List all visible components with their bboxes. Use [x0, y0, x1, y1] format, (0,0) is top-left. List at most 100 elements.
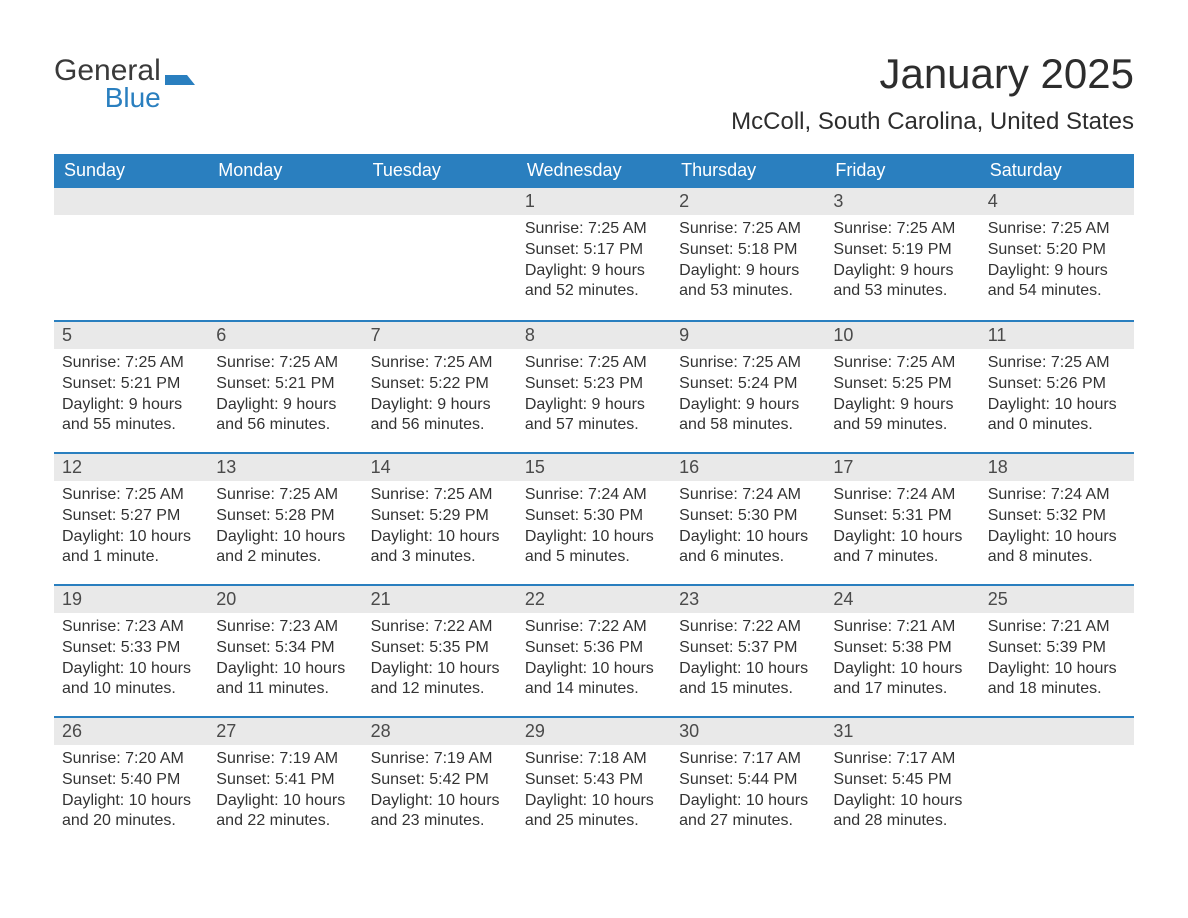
weekday-header: Monday	[208, 154, 362, 188]
calendar-week-row: ...1Sunrise: 7:25 AMSunset: 5:17 PMDayli…	[54, 188, 1134, 320]
calendar-day-cell: 10Sunrise: 7:25 AMSunset: 5:25 PMDayligh…	[825, 322, 979, 452]
day-number: 21	[363, 586, 517, 613]
sunrise-line: Sunrise: 7:25 AM	[833, 353, 971, 374]
sunset-line: Sunset: 5:37 PM	[679, 638, 817, 659]
daylight-line-1: Daylight: 9 hours	[679, 395, 817, 416]
calendar-week-row: 19Sunrise: 7:23 AMSunset: 5:33 PMDayligh…	[54, 584, 1134, 716]
sunset-line: Sunset: 5:25 PM	[833, 374, 971, 395]
sunset-line: Sunset: 5:33 PM	[62, 638, 200, 659]
sunrise-line: Sunrise: 7:25 AM	[525, 219, 663, 240]
sunrise-line: Sunrise: 7:21 AM	[833, 617, 971, 638]
calendar-day-empty: .	[980, 718, 1134, 848]
daylight-line-2: and 55 minutes.	[62, 415, 200, 436]
daylight-line-1: Daylight: 10 hours	[679, 659, 817, 680]
daylight-line-1: Daylight: 10 hours	[62, 791, 200, 812]
sunrise-line: Sunrise: 7:24 AM	[988, 485, 1126, 506]
daylight-line-2: and 58 minutes.	[679, 415, 817, 436]
daylight-line-2: and 12 minutes.	[371, 679, 509, 700]
calendar-day-cell: 1Sunrise: 7:25 AMSunset: 5:17 PMDaylight…	[517, 188, 671, 320]
weekday-header: Tuesday	[363, 154, 517, 188]
location-subtitle: McColl, South Carolina, United States	[731, 108, 1134, 136]
sunset-line: Sunset: 5:30 PM	[679, 506, 817, 527]
daylight-line-2: and 20 minutes.	[62, 811, 200, 832]
sunset-line: Sunset: 5:38 PM	[833, 638, 971, 659]
daylight-line-2: and 52 minutes.	[525, 281, 663, 302]
day-number: 6	[208, 322, 362, 349]
sunset-line: Sunset: 5:41 PM	[216, 770, 354, 791]
calendar-day-empty: .	[363, 188, 517, 320]
daylight-line-2: and 10 minutes.	[62, 679, 200, 700]
sunrise-line: Sunrise: 7:25 AM	[216, 485, 354, 506]
day-number: 30	[671, 718, 825, 745]
sunset-line: Sunset: 5:31 PM	[833, 506, 971, 527]
sunrise-line: Sunrise: 7:19 AM	[371, 749, 509, 770]
calendar-day-empty: .	[208, 188, 362, 320]
day-number-empty: .	[208, 188, 362, 215]
calendar-day-cell: 14Sunrise: 7:25 AMSunset: 5:29 PMDayligh…	[363, 454, 517, 584]
sunset-line: Sunset: 5:20 PM	[988, 240, 1126, 261]
sunrise-line: Sunrise: 7:22 AM	[371, 617, 509, 638]
sunrise-line: Sunrise: 7:25 AM	[216, 353, 354, 374]
sunset-line: Sunset: 5:27 PM	[62, 506, 200, 527]
daylight-line-2: and 23 minutes.	[371, 811, 509, 832]
day-number: 16	[671, 454, 825, 481]
daylight-line-1: Daylight: 10 hours	[216, 659, 354, 680]
sunrise-line: Sunrise: 7:25 AM	[679, 353, 817, 374]
weekday-header-row: Sunday Monday Tuesday Wednesday Thursday…	[54, 154, 1134, 188]
daylight-line-1: Daylight: 10 hours	[833, 791, 971, 812]
sunrise-line: Sunrise: 7:24 AM	[525, 485, 663, 506]
daylight-line-1: Daylight: 10 hours	[525, 659, 663, 680]
day-number: 5	[54, 322, 208, 349]
daylight-line-1: Daylight: 9 hours	[371, 395, 509, 416]
title-block: January 2025 McColl, South Carolina, Uni…	[731, 50, 1134, 136]
day-number-empty: .	[980, 718, 1134, 745]
calendar-day-cell: 23Sunrise: 7:22 AMSunset: 5:37 PMDayligh…	[671, 586, 825, 716]
day-number: 7	[363, 322, 517, 349]
sunrise-line: Sunrise: 7:25 AM	[525, 353, 663, 374]
day-number: 8	[517, 322, 671, 349]
daylight-line-2: and 57 minutes.	[525, 415, 663, 436]
calendar-day-cell: 27Sunrise: 7:19 AMSunset: 5:41 PMDayligh…	[208, 718, 362, 848]
sunset-line: Sunset: 5:36 PM	[525, 638, 663, 659]
sunset-line: Sunset: 5:17 PM	[525, 240, 663, 261]
day-number: 15	[517, 454, 671, 481]
daylight-line-1: Daylight: 9 hours	[62, 395, 200, 416]
daylight-line-2: and 53 minutes.	[833, 281, 971, 302]
day-number-empty: .	[363, 188, 517, 215]
calendar-grid: Sunday Monday Tuesday Wednesday Thursday…	[54, 154, 1134, 848]
daylight-line-1: Daylight: 9 hours	[525, 261, 663, 282]
daylight-line-1: Daylight: 10 hours	[216, 527, 354, 548]
calendar-week-row: 12Sunrise: 7:25 AMSunset: 5:27 PMDayligh…	[54, 452, 1134, 584]
sunrise-line: Sunrise: 7:19 AM	[216, 749, 354, 770]
sunset-line: Sunset: 5:34 PM	[216, 638, 354, 659]
sunrise-line: Sunrise: 7:22 AM	[679, 617, 817, 638]
calendar-day-cell: 31Sunrise: 7:17 AMSunset: 5:45 PMDayligh…	[825, 718, 979, 848]
sunset-line: Sunset: 5:42 PM	[371, 770, 509, 791]
daylight-line-2: and 28 minutes.	[833, 811, 971, 832]
calendar-day-cell: 28Sunrise: 7:19 AMSunset: 5:42 PMDayligh…	[363, 718, 517, 848]
sunset-line: Sunset: 5:22 PM	[371, 374, 509, 395]
calendar-day-cell: 21Sunrise: 7:22 AMSunset: 5:35 PMDayligh…	[363, 586, 517, 716]
sunrise-line: Sunrise: 7:22 AM	[525, 617, 663, 638]
sunset-line: Sunset: 5:30 PM	[525, 506, 663, 527]
day-number: 22	[517, 586, 671, 613]
daylight-line-1: Daylight: 10 hours	[525, 791, 663, 812]
calendar-day-cell: 26Sunrise: 7:20 AMSunset: 5:40 PMDayligh…	[54, 718, 208, 848]
daylight-line-1: Daylight: 10 hours	[371, 659, 509, 680]
sunrise-line: Sunrise: 7:17 AM	[833, 749, 971, 770]
day-number: 4	[980, 188, 1134, 215]
sunset-line: Sunset: 5:21 PM	[216, 374, 354, 395]
daylight-line-1: Daylight: 10 hours	[988, 395, 1126, 416]
daylight-line-1: Daylight: 10 hours	[679, 791, 817, 812]
day-number: 24	[825, 586, 979, 613]
calendar-day-cell: 11Sunrise: 7:25 AMSunset: 5:26 PMDayligh…	[980, 322, 1134, 452]
sunset-line: Sunset: 5:26 PM	[988, 374, 1126, 395]
calendar-day-cell: 15Sunrise: 7:24 AMSunset: 5:30 PMDayligh…	[517, 454, 671, 584]
daylight-line-2: and 14 minutes.	[525, 679, 663, 700]
calendar-week-row: 26Sunrise: 7:20 AMSunset: 5:40 PMDayligh…	[54, 716, 1134, 848]
daylight-line-2: and 11 minutes.	[216, 679, 354, 700]
sunrise-line: Sunrise: 7:18 AM	[525, 749, 663, 770]
daylight-line-1: Daylight: 10 hours	[833, 527, 971, 548]
calendar-day-cell: 16Sunrise: 7:24 AMSunset: 5:30 PMDayligh…	[671, 454, 825, 584]
sunrise-line: Sunrise: 7:23 AM	[62, 617, 200, 638]
